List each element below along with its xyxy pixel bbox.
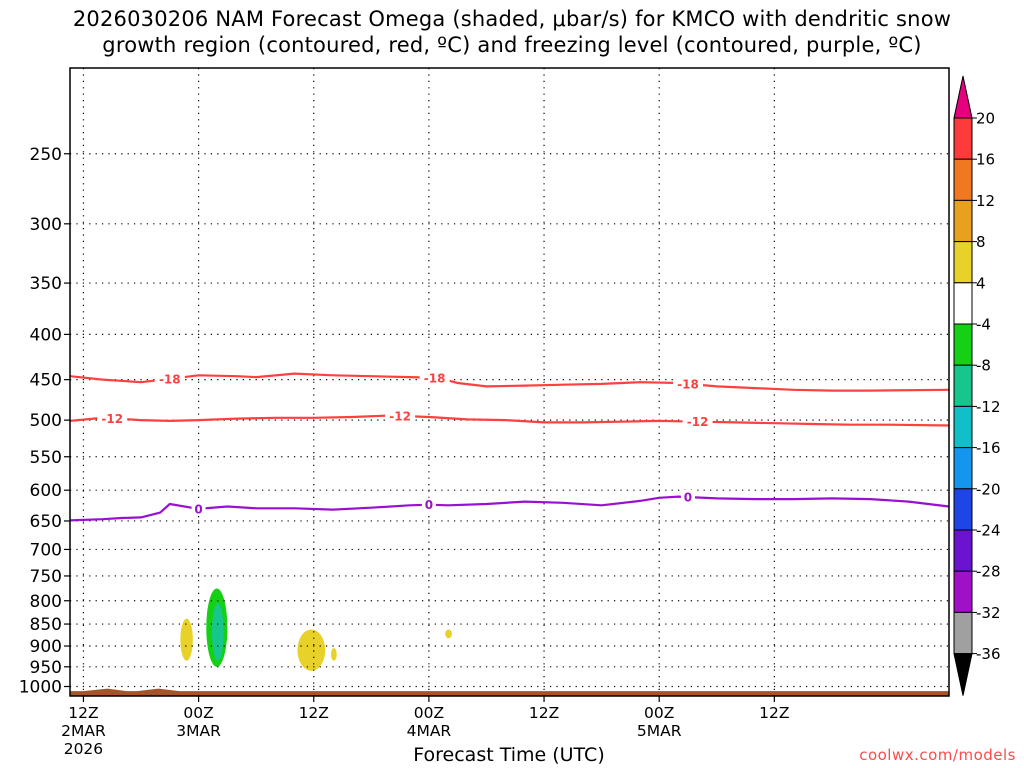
contour-label-bg [419, 370, 450, 385]
credit-link[interactable]: coolwx.com/models [859, 746, 1016, 764]
y-tick-label-800: 800 [30, 592, 62, 612]
colorbar-segment-6 [953, 364, 973, 407]
x-tick-label-30-1: 4MAR [407, 722, 452, 740]
x-tick-label-54-1: 5MAR [637, 722, 682, 740]
contour-label-bg [682, 414, 713, 429]
x-axis-title: Forecast Time (UTC) [413, 744, 605, 766]
contour-label--18-0: -18 [159, 372, 181, 386]
chart-title: 2026030206 NAM Forecast Omega (shaded, μ… [0, 6, 1024, 58]
colorbar: 20 16 12 8 4 -4 -8 -12 -16 -20 -24 -28 -32 -36 [953, 75, 1001, 696]
contour-label--12-0: -12 [101, 412, 123, 426]
contour-label-bg [97, 411, 128, 426]
y-tick-label-600: 600 [30, 481, 62, 501]
x-tick-label-30-0: 00Z [414, 704, 444, 722]
contour-label--18-2: -18 [677, 377, 699, 391]
colorbar-label-11: -28 [976, 563, 1001, 581]
x-tick-label--6-1: 2MAR [61, 722, 106, 740]
x-tick-label-54-0: 00Z [644, 704, 674, 722]
x-tick-label-42-0: 12Z [529, 704, 559, 722]
colorbar-segment-0 [953, 117, 973, 160]
contour-label-bg [680, 490, 695, 505]
contour-label-bg [154, 371, 185, 386]
colorbar-segment-3 [953, 241, 973, 284]
colorbar-label-7: -12 [976, 398, 1001, 416]
colorbar-label-3: 8 [976, 233, 986, 251]
colorbar-segment-5 [953, 323, 973, 366]
title-line-1: 2026030206 NAM Forecast Omega (shaded, μ… [72, 7, 952, 31]
colorbar-segment-9 [953, 488, 973, 531]
colorbar-label-13: -36 [976, 645, 1001, 663]
omega-feature-2 [212, 603, 224, 661]
x-tick-label-18-0: 12Z [299, 704, 329, 722]
colorbar-segment-4 [953, 282, 973, 325]
omega-feature-0 [180, 618, 193, 661]
colorbar-label-1: 16 [976, 151, 995, 169]
contour-label-0-1: 0 [425, 498, 433, 512]
y-tick-label-250: 250 [30, 145, 62, 165]
colorbar-label-2: 12 [976, 192, 995, 210]
y-tick-label-450: 450 [30, 371, 62, 391]
colorbar-label-0: 20 [976, 110, 995, 128]
colorbar-label-4: 4 [976, 274, 986, 292]
x-tick-label-6-1: 3MAR [176, 722, 221, 740]
y-tick-label-500: 500 [30, 411, 62, 431]
contour-label--12-2: -12 [687, 415, 709, 429]
omega-feature-3 [297, 629, 326, 671]
omega-feature-5 [445, 629, 452, 639]
colorbar-label-12: -32 [976, 604, 1001, 622]
x-tick-label-6-0: 00Z [183, 704, 213, 722]
y-tick-label-300: 300 [30, 215, 62, 235]
contour-layer: -18 -18 -18 -12 -12 -12 0 0 0 [69, 370, 950, 522]
colorbar-segment-12 [953, 611, 973, 655]
grid-layer [70, 68, 949, 696]
contour-label-bg [191, 501, 206, 516]
contour-label-bg [421, 497, 436, 512]
y-tick-label-850: 850 [30, 615, 62, 635]
colorbar-segment-2 [953, 199, 973, 243]
contour-label--12-1: -12 [389, 409, 411, 423]
colorbar-label-10: -24 [976, 522, 1001, 540]
x-tick-label--6-0: 12Z [68, 704, 98, 722]
colorbar-label-6: -8 [976, 357, 991, 375]
colorbar-segment-8 [953, 447, 973, 490]
y-tick-label-950: 950 [30, 658, 62, 678]
colorbar-label-5: -4 [976, 316, 991, 334]
omega-feature-4 [331, 648, 337, 661]
y-tick-label-900: 900 [30, 637, 62, 657]
colorbar-label-8: -16 [976, 439, 1001, 457]
y-tick-label-400: 400 [30, 325, 62, 345]
contour-0 [69, 495, 950, 522]
y-tick-label-650: 650 [30, 512, 62, 532]
y-tick-label-350: 350 [30, 274, 62, 294]
y-tick-label-750: 750 [30, 567, 62, 587]
y-tick-label-550: 550 [30, 448, 62, 468]
colorbar-over-triangle [953, 75, 973, 119]
contour-label-bg [672, 376, 703, 391]
contour-label--18-1: -18 [424, 371, 446, 385]
y-tick-label-1000: 1000 [19, 678, 62, 698]
contour-label-bg [385, 408, 416, 423]
colorbar-segment-7 [953, 405, 973, 449]
omega-shading-layer [70, 588, 949, 696]
x-tick-label-66-0: 12Z [759, 704, 789, 722]
colorbar-segment-11 [953, 570, 973, 613]
y-tick-label-700: 700 [30, 540, 62, 560]
plot-frame [69, 67, 950, 697]
contour--18 [69, 372, 950, 392]
colorbar-segment-1 [953, 158, 973, 201]
x-tick-label--6-2: 2026 [64, 740, 103, 758]
colorbar-under-triangle [953, 653, 973, 696]
colorbar-segment-10 [953, 529, 973, 572]
terrain-ground [70, 688, 949, 696]
colorbar-label-9: -20 [976, 480, 1001, 498]
y-axis: 2503003504004505005506006507007508008509… [19, 145, 70, 698]
contour-label-0-2: 0 [684, 491, 692, 505]
contour-label-0-0: 0 [194, 502, 202, 516]
title-line-2: growth region (contoured, red, ºC) and f… [102, 33, 922, 57]
contour--12 [69, 414, 950, 427]
